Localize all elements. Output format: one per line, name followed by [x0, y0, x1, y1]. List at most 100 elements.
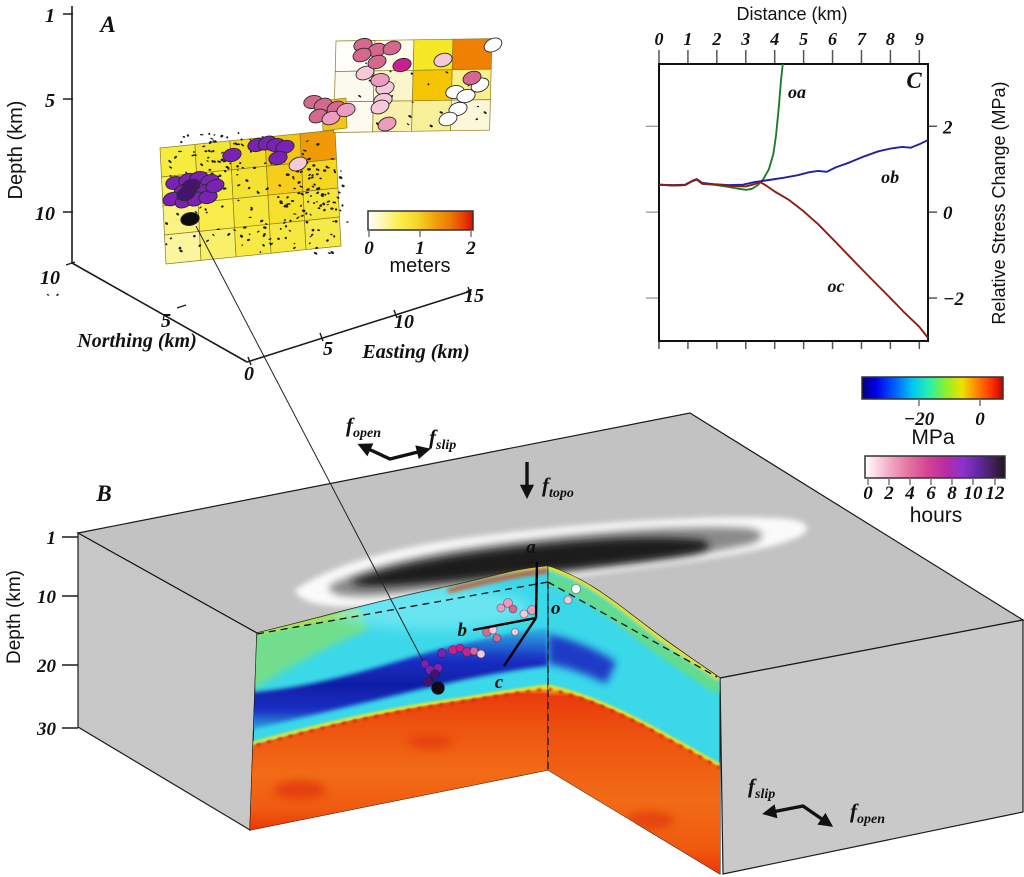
- colorbar-rect: [367, 210, 474, 231]
- colorbar-tick-label: 8: [947, 483, 957, 504]
- seismicity-dot: [191, 154, 195, 157]
- seismicity-dot: [309, 195, 313, 197]
- seismicity-dot: [339, 209, 342, 212]
- profile-line-oc: [503, 617, 537, 667]
- seismicity-dot: [176, 212, 180, 216]
- colorbar-tick-label: 2: [883, 483, 894, 504]
- panel-a-northing-axis-label: Northing (km): [76, 330, 196, 352]
- point-label-o: o: [551, 598, 561, 619]
- f-open-f-slip-arrow-top: [357, 443, 431, 461]
- seismicity-dot: [186, 134, 190, 137]
- hypocenter-ellipse: [176, 186, 196, 202]
- seismicity-dot: [408, 115, 412, 118]
- earthquake-dot: [571, 584, 581, 594]
- force-label-f-slip: fslip: [429, 425, 456, 453]
- seismicity-dot: [296, 216, 300, 220]
- seismicity-dot: [210, 150, 213, 153]
- seismicity-dot: [292, 246, 296, 249]
- seismicity-dot: [290, 199, 295, 203]
- hypocenter-ellipse: [392, 57, 412, 73]
- slip-grid-cell: [269, 220, 307, 254]
- left-stress-cross-section: [249, 565, 549, 831]
- depth-tick-label: 20: [36, 656, 57, 677]
- seismicity-dot: [299, 170, 303, 174]
- panel-b-depth-axis-label: Depth (km): [4, 570, 25, 664]
- seismicity-dot: [429, 124, 433, 128]
- x-tick-label: 2: [711, 29, 721, 49]
- seismicity-dot: [212, 233, 215, 237]
- seismicity-dot: [311, 233, 314, 236]
- hypocenter-ellipse: [205, 178, 225, 194]
- colorbar-tick-label: 12: [986, 483, 1006, 504]
- panel-b-depth-ticks: 1 10 20 30: [36, 528, 78, 740]
- x-tick-label: 1: [683, 29, 692, 49]
- seismicity-dot: [340, 170, 342, 172]
- seismicity-dot: [239, 162, 242, 165]
- earthquake-dot: [423, 677, 433, 687]
- colorbar-tick-label: 0: [364, 238, 374, 259]
- seismicity-dot: [246, 238, 251, 242]
- seismicity-dot: [316, 191, 319, 195]
- seismicity-dot: [287, 203, 291, 205]
- slip-grid-cell: [267, 191, 305, 225]
- colorbar-tick-label: 1: [415, 238, 425, 259]
- seismicity-dot: [256, 191, 260, 194]
- point-label-c: c: [495, 672, 504, 693]
- seismicity-dot: [283, 219, 287, 221]
- seismicity-dot: [217, 160, 222, 163]
- seismicity-dot: [259, 251, 262, 254]
- seismicity-dot: [308, 242, 311, 245]
- x-tick-label: 3: [740, 29, 750, 49]
- seismicity-dot: [193, 154, 197, 156]
- seismicity-dot: [292, 213, 297, 215]
- seismicity-dot: [406, 123, 410, 126]
- panel-c-letter: C: [906, 68, 922, 93]
- seismicity-dot: [301, 152, 305, 156]
- seismicity-dot: [248, 216, 252, 219]
- x-tick-label: 9: [915, 29, 924, 49]
- seismicity-dot: [307, 168, 311, 171]
- seismicity-dot: [315, 246, 319, 249]
- seismicity-dot: [324, 193, 327, 196]
- seismicity-dot: [211, 160, 214, 163]
- seismicity-dot: [333, 235, 336, 238]
- seismicity-dot: [285, 173, 290, 177]
- seismicity-dot: [302, 149, 307, 152]
- seismicity-dot: [269, 242, 274, 246]
- seismicity-dot: [336, 196, 340, 199]
- seismicity-dot: [279, 200, 283, 203]
- seismicity-dot: [305, 191, 310, 194]
- seismicity-dot: [257, 230, 260, 233]
- panel-a-letter: A: [98, 12, 115, 37]
- seismicity-dot: [236, 169, 239, 171]
- seismicity-dot: [315, 173, 319, 176]
- seismicity-dot: [293, 187, 296, 190]
- hours-colorbar: 0 2 4 6 8 10 12: [863, 455, 1006, 504]
- seismicity-dot: [199, 206, 202, 209]
- f-slip-f-open-arrow-bottom: [762, 804, 834, 827]
- northing-tick-label: 10: [40, 267, 60, 289]
- seismicity-dot: [260, 219, 264, 223]
- hypocenter-ellipse: [370, 73, 390, 87]
- seismicity-dot: [229, 162, 232, 165]
- earthquake-dot: [437, 648, 447, 658]
- topo-dark-core: [351, 537, 710, 586]
- seismicity-dot: [204, 208, 207, 211]
- seismicity-dot: [205, 211, 208, 214]
- seismicity-dot: [333, 169, 336, 172]
- seismicity-dot: [483, 111, 487, 114]
- seismicity-dot: [346, 221, 349, 223]
- seismicity-dot: [308, 173, 312, 176]
- seismicity-dot: [309, 213, 312, 216]
- seismicity-dot: [207, 156, 210, 159]
- seismicity-dot: [284, 225, 288, 228]
- seismicity-dot: [326, 239, 329, 242]
- seismicity-dot: [199, 133, 204, 136]
- earthquake-dot: [431, 681, 445, 695]
- hypocenter-ellipse: [438, 111, 458, 127]
- seismicity-dot: [277, 237, 280, 241]
- seismicity-dot: [265, 223, 268, 225]
